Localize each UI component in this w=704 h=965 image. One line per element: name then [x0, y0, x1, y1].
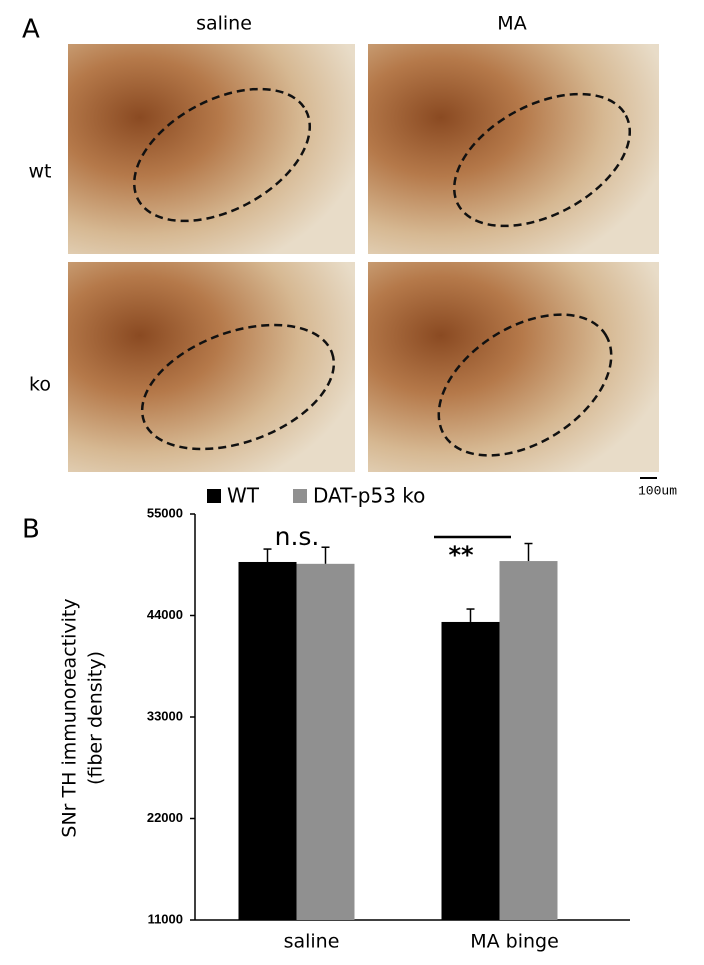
bar [499, 561, 558, 920]
scale-bar-label: 100um [638, 483, 677, 498]
bar [238, 561, 297, 920]
annotation: ** [448, 541, 474, 569]
y-axis-label: (fiber density) [85, 651, 107, 785]
x-tick-label: MA binge [470, 931, 559, 953]
micrograph [68, 44, 355, 254]
y-tick-label: 11000 [148, 911, 183, 926]
legend-label: WT [227, 484, 260, 508]
row-label: ko [29, 374, 51, 396]
legend-swatch [207, 489, 221, 503]
y-tick-label: 22000 [147, 810, 183, 825]
micrograph [68, 262, 355, 472]
micrograph [368, 262, 659, 472]
micrograph [368, 44, 659, 254]
y-tick-label: 55000 [147, 505, 183, 520]
y-tick-label: 33000 [147, 708, 183, 723]
column-label: MA [497, 13, 526, 35]
x-tick-label: saline [284, 931, 340, 953]
panel-label: A [22, 15, 40, 45]
annotation: n.s. [275, 522, 320, 551]
y-axis-label: SNr TH immunoreactivity [59, 598, 81, 837]
panel-label: B [22, 515, 40, 545]
row-label: wt [29, 161, 52, 183]
bar [296, 563, 355, 920]
legend-label: DAT-p53 ko [313, 484, 425, 508]
bar [441, 621, 500, 920]
column-label: saline [196, 13, 252, 35]
y-tick-label: 44000 [147, 607, 183, 622]
legend-swatch [293, 489, 307, 503]
